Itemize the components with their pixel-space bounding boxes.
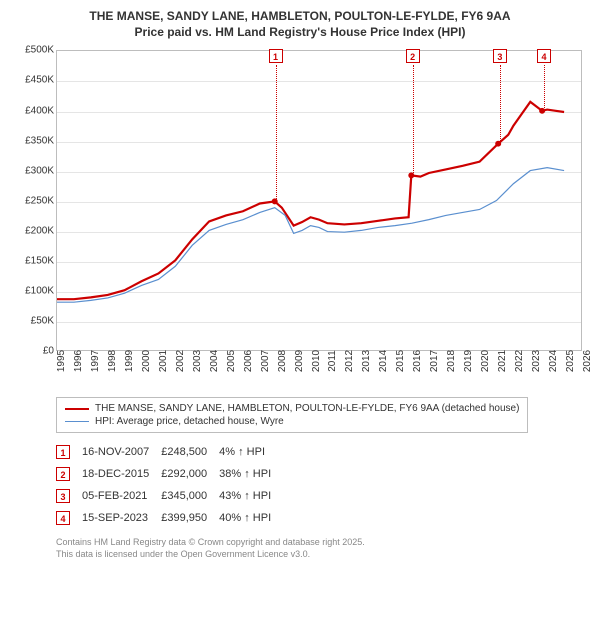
y-tick-label: £50K [10,316,54,327]
x-tick-label: 2011 [327,351,338,373]
series-manse [57,102,564,299]
x-tick-label: 2024 [548,350,559,372]
footnote-line-1: Contains HM Land Registry data © Crown c… [56,537,590,549]
x-tick-label: 2002 [175,350,186,372]
chart-area: 1 2 3 4 1995 1996 1997 1998 1999 2000 2001 2002 200… [10,46,590,391]
x-tick-label: 2010 [311,350,322,372]
x-tick-label: 2026 [582,350,593,372]
y-tick-label: £100K [10,286,54,297]
legend-label-hpi: HPI: Average price, detached house, Wyre [95,416,284,427]
sale-date: 05-FEB-2021 [82,485,161,507]
sale-marker-3: 3 [493,49,507,63]
x-tick-label: 2000 [141,350,152,372]
sale-num-box: 4 [56,511,70,525]
title-line-2: Price paid vs. HM Land Registry's House … [10,24,590,40]
y-tick-label: £150K [10,256,54,267]
x-tick-label: 2012 [344,350,355,372]
y-tick-label: £0 [10,346,54,357]
x-tick-label: 2021 [497,350,508,372]
x-tick-label: 2007 [260,350,271,372]
footnote-line-2: This data is licensed under the Open Gov… [56,549,590,561]
sale-num-box: 3 [56,489,70,503]
x-tick-label: 2004 [209,350,220,372]
legend-label-manse: THE MANSE, SANDY LANE, HAMBLETON, POULTO… [95,403,519,414]
sale-date: 18-DEC-2015 [82,463,161,485]
sale-num-box: 1 [56,445,70,459]
x-tick-label: 2001 [158,350,169,372]
legend-swatch-hpi [65,421,89,422]
x-tick-label: 2006 [243,350,254,372]
legend-row: THE MANSE, SANDY LANE, HAMBLETON, POULTO… [65,402,519,415]
table-row: 3 05-FEB-2021£345,00043% ↑ HPI [56,485,283,507]
sale-date: 15-SEP-2023 [82,507,161,529]
legend-row: HPI: Average price, detached house, Wyre [65,415,519,428]
x-tick-label: 1998 [107,350,118,372]
title-line-1: THE MANSE, SANDY LANE, HAMBLETON, POULTO… [10,8,590,24]
chart-title: THE MANSE, SANDY LANE, HAMBLETON, POULTO… [10,8,590,40]
x-tick-label: 1996 [73,350,84,372]
x-tick-label: 2020 [480,350,491,372]
sale-marker-4: 4 [537,49,551,63]
y-tick-label: £400K [10,105,54,116]
sale-date: 16-NOV-2007 [82,441,161,463]
sale-marker-line-2 [413,65,414,174]
x-tick-label: 2023 [531,350,542,372]
x-tick-label: 2025 [565,350,576,372]
chart-svg [57,51,581,350]
sale-marker-1: 1 [269,49,283,63]
x-tick-label: 2013 [361,350,372,372]
sale-delta: 4% ↑ HPI [219,441,283,463]
sale-price: £399,950 [161,507,219,529]
x-tick-label: 2017 [429,350,440,372]
x-tick-label: 2003 [192,350,203,372]
sale-num-box: 2 [56,467,70,481]
x-tick-label: 2018 [446,350,457,372]
x-tick-label: 1999 [124,350,135,372]
sale-marker-2: 2 [406,49,420,63]
table-row: 4 15-SEP-2023£399,95040% ↑ HPI [56,507,283,529]
sale-price: £248,500 [161,441,219,463]
table-row: 2 18-DEC-2015£292,00038% ↑ HPI [56,463,283,485]
y-tick-label: £450K [10,75,54,86]
x-tick-label: 2014 [378,350,389,372]
y-tick-label: £300K [10,165,54,176]
legend: THE MANSE, SANDY LANE, HAMBLETON, POULTO… [56,397,528,433]
x-tick-label: 2005 [226,350,237,372]
footnote: Contains HM Land Registry data © Crown c… [56,537,590,560]
y-tick-label: £200K [10,225,54,236]
x-tick-label: 2009 [294,350,305,372]
sale-delta: 38% ↑ HPI [219,463,283,485]
sale-marker-line-3 [500,65,501,142]
x-tick-label: 2008 [277,350,288,372]
x-tick-label: 2015 [395,350,406,372]
legend-swatch-manse [65,408,89,410]
sale-delta: 43% ↑ HPI [219,485,283,507]
table-row: 1 16-NOV-2007£248,5004% ↑ HPI [56,441,283,463]
series-hpi [57,168,564,303]
sale-marker-line-1 [276,65,277,200]
sale-delta: 40% ↑ HPI [219,507,283,529]
x-tick-label: 2016 [412,350,423,372]
x-tick-label: 2019 [463,350,474,372]
x-tick-label: 2022 [514,350,525,372]
x-tick-label: 1997 [90,350,101,372]
sale-price: £292,000 [161,463,219,485]
sales-table: 1 16-NOV-2007£248,5004% ↑ HPI 2 18-DEC-2015… [56,441,283,529]
plot-box: 1 2 3 4 [56,50,582,351]
y-tick-label: £350K [10,135,54,146]
x-tick-label: 1995 [56,350,67,372]
y-tick-label: £500K [10,45,54,56]
y-tick-label: £250K [10,195,54,206]
sale-marker-line-4 [544,65,545,109]
sale-price: £345,000 [161,485,219,507]
